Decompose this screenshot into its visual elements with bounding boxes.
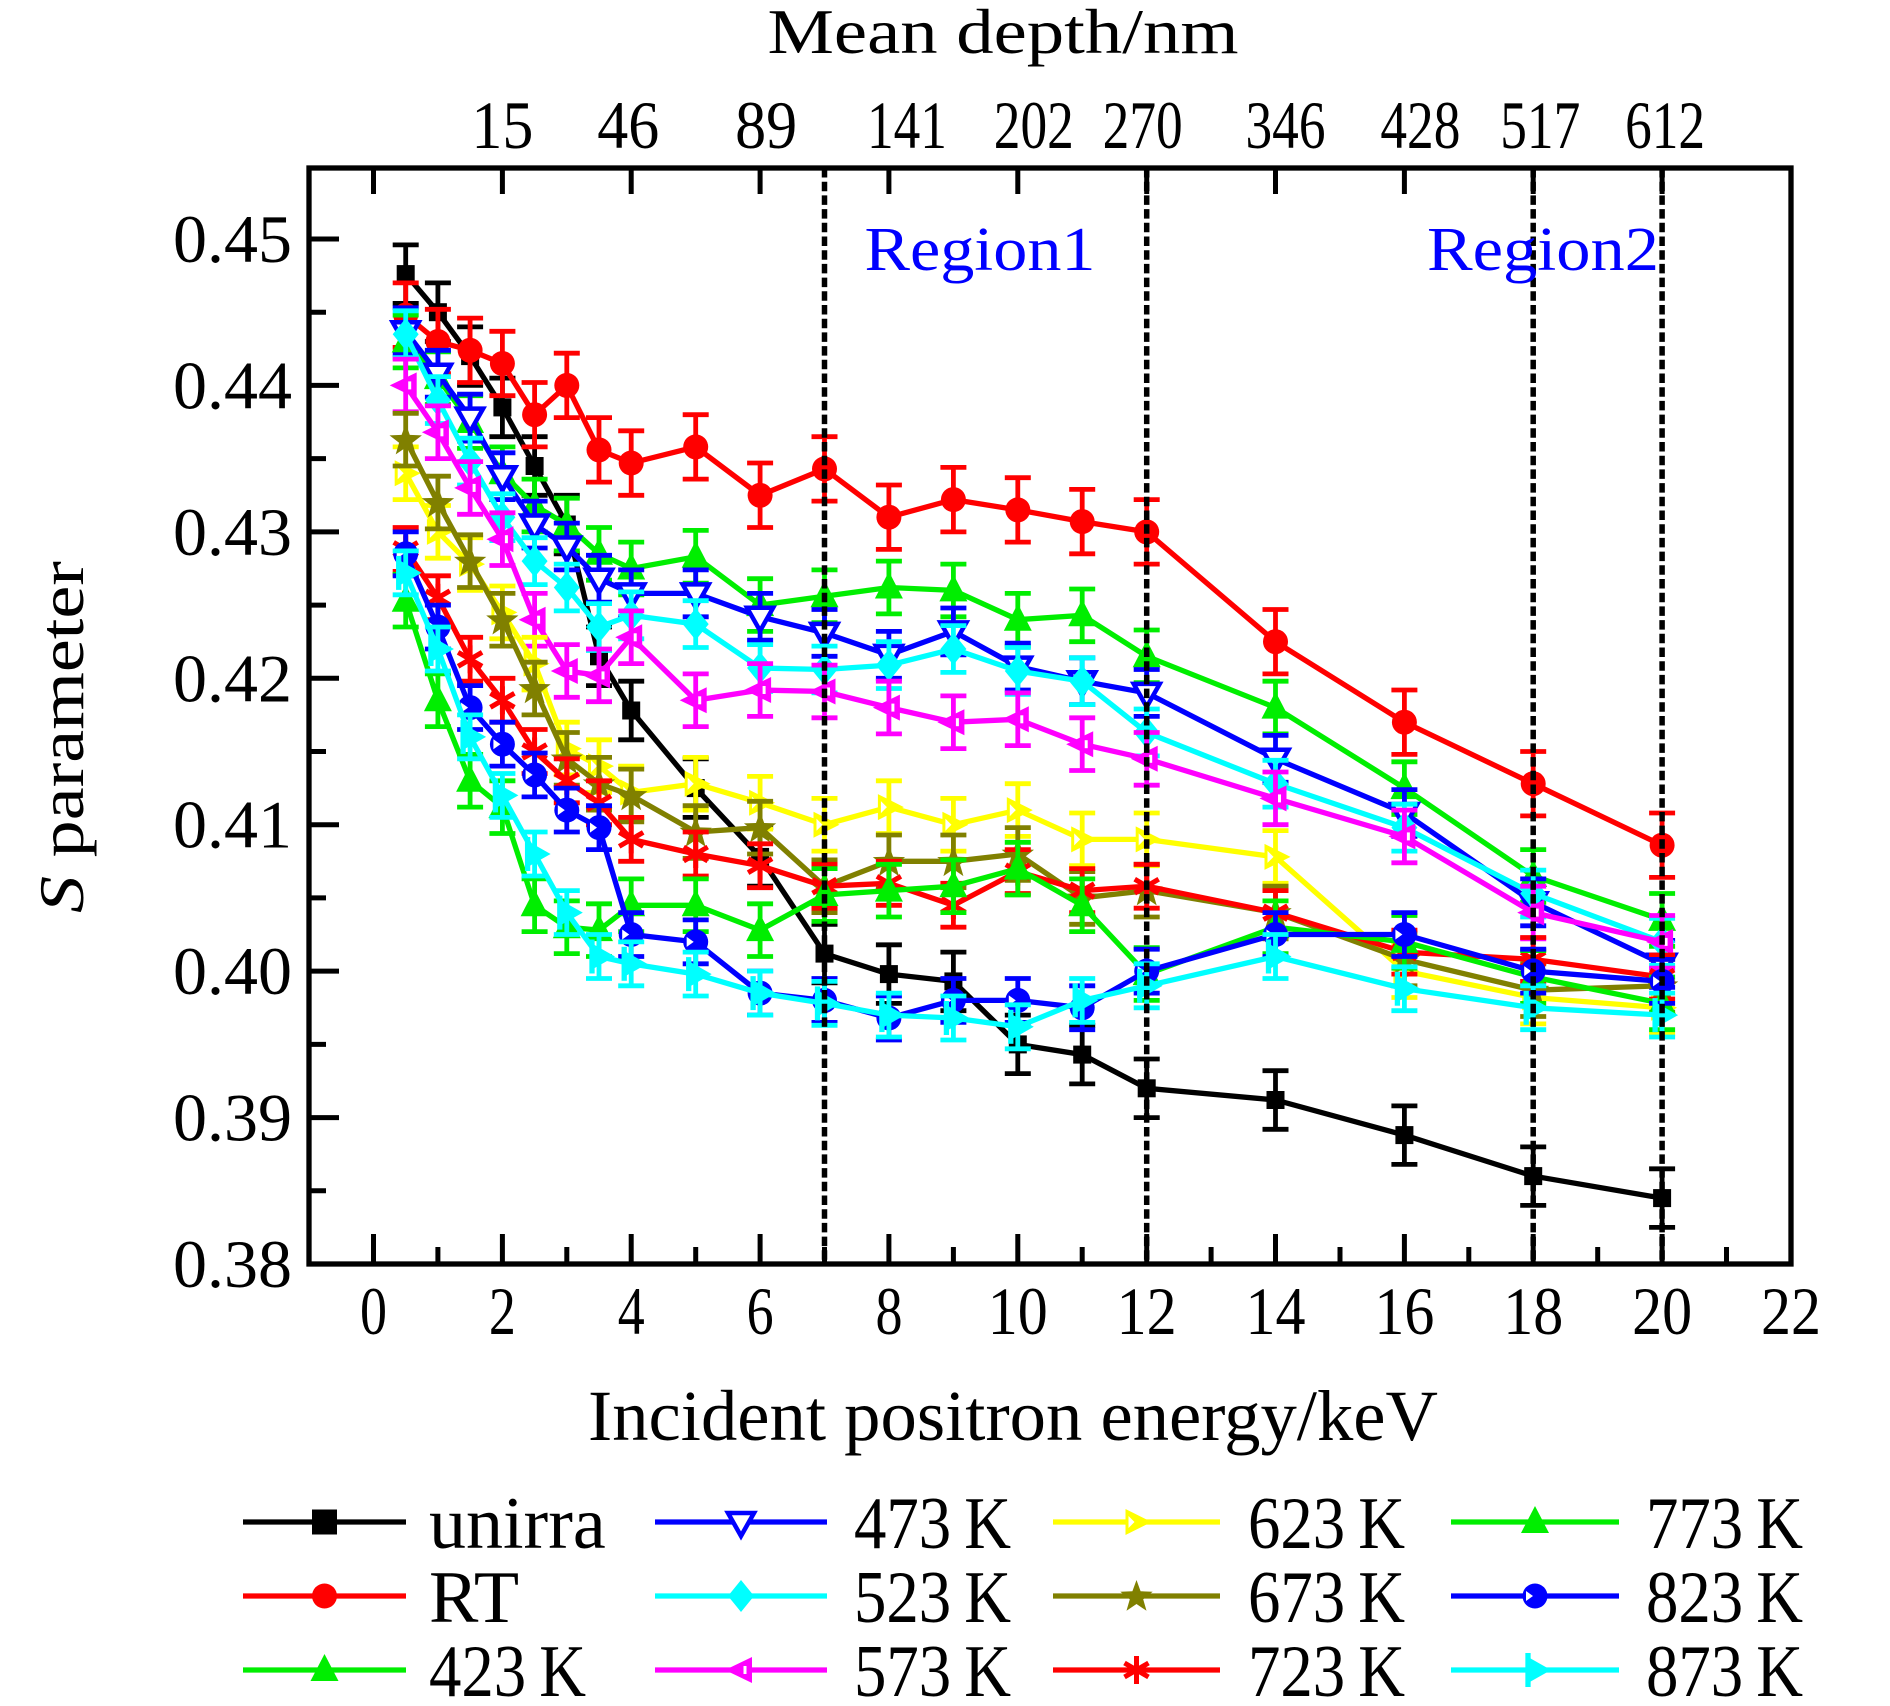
svg-text:8: 8 — [875, 1273, 902, 1349]
svg-text:873 K: 873 K — [1646, 1631, 1803, 1701]
svg-text:15: 15 — [471, 87, 533, 163]
svg-text:0.39: 0.39 — [173, 1080, 292, 1156]
svg-text:523 K: 523 K — [854, 1557, 1011, 1639]
svg-text:428: 428 — [1380, 87, 1460, 163]
svg-text:623 K: 623 K — [1248, 1483, 1405, 1565]
svg-text:141: 141 — [867, 87, 947, 163]
svg-text:12: 12 — [1117, 1273, 1177, 1349]
svg-text:89: 89 — [735, 87, 797, 163]
svg-text:Incident positron energy/keV: Incident positron energy/keV — [588, 1376, 1438, 1456]
svg-text:6: 6 — [747, 1273, 774, 1349]
svg-text:423 K: 423 K — [429, 1631, 586, 1701]
svg-text:16: 16 — [1374, 1273, 1434, 1349]
svg-text:unirra: unirra — [429, 1483, 606, 1565]
svg-text:723 K: 723 K — [1248, 1631, 1405, 1701]
svg-text:517: 517 — [1500, 87, 1580, 163]
svg-text:573 K: 573 K — [854, 1631, 1011, 1701]
svg-text:46: 46 — [597, 87, 659, 163]
svg-text:270: 270 — [1103, 87, 1183, 163]
svg-text:0.40: 0.40 — [173, 933, 292, 1009]
svg-text:823 K: 823 K — [1646, 1557, 1803, 1639]
svg-text:0: 0 — [360, 1273, 387, 1349]
svg-text:Region2: Region2 — [1427, 216, 1659, 284]
svg-text:RT: RT — [429, 1557, 519, 1639]
svg-text:0.41: 0.41 — [173, 787, 292, 863]
svg-text:22: 22 — [1761, 1273, 1821, 1349]
svg-text:773 K: 773 K — [1646, 1483, 1803, 1565]
svg-text:0.42: 0.42 — [173, 640, 292, 716]
svg-text:612: 612 — [1625, 87, 1705, 163]
svg-text:202: 202 — [994, 87, 1074, 163]
svg-text:20: 20 — [1632, 1273, 1692, 1349]
svg-text:Mean depth/nm: Mean depth/nm — [768, 0, 1239, 67]
svg-text:14: 14 — [1246, 1273, 1306, 1349]
svg-text:673 K: 673 K — [1248, 1557, 1405, 1639]
svg-text:0.38: 0.38 — [173, 1226, 292, 1302]
svg-text:0.44: 0.44 — [173, 347, 292, 423]
svg-text:10: 10 — [988, 1273, 1048, 1349]
svg-text:18: 18 — [1503, 1273, 1563, 1349]
svg-text:0.45: 0.45 — [173, 201, 292, 277]
svg-text:473 K: 473 K — [854, 1483, 1011, 1565]
svg-text:0.43: 0.43 — [173, 494, 292, 570]
svg-text:2: 2 — [489, 1273, 516, 1349]
svg-text:4: 4 — [618, 1273, 645, 1349]
svg-text:S parameter: S parameter — [26, 561, 97, 913]
svg-text:Region1: Region1 — [865, 216, 1096, 284]
svg-text:346: 346 — [1246, 87, 1326, 163]
